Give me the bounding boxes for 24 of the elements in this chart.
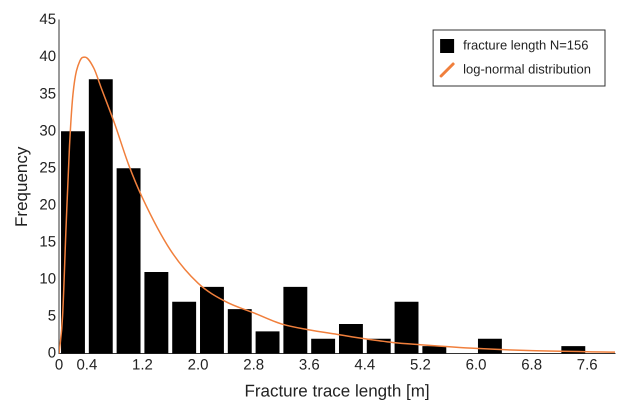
legend-label: fracture length N=156 <box>463 38 588 53</box>
y-tick-label: 35 <box>39 85 56 102</box>
y-tick-label: 15 <box>39 234 56 251</box>
y-tick-label: 5 <box>48 308 56 325</box>
y-tick-label: 30 <box>39 122 56 140</box>
x-tick-label: 7.6 <box>576 356 598 374</box>
y-tick-label: 10 <box>39 270 56 288</box>
x-tick-label: 6.8 <box>521 356 542 374</box>
y-tick-label: 0 <box>48 344 56 362</box>
y-tick-label: 25 <box>39 159 56 176</box>
x-tick-label: 2.8 <box>243 356 264 374</box>
y-tick-label: 20 <box>39 196 56 214</box>
y-tick-label: 40 <box>39 48 56 66</box>
x-tick-label: 2.0 <box>188 356 208 374</box>
y-axis-title: Frequency <box>12 146 31 227</box>
x-tick-label: 5.2 <box>410 356 431 374</box>
x-axis-title: Fracture trace length [m] <box>244 381 430 400</box>
x-tick-label: 6.0 <box>466 356 486 374</box>
y-tick-label: 45 <box>39 11 56 28</box>
x-tick-label: 1.2 <box>132 356 153 374</box>
x-tick-label: 4.4 <box>354 356 376 374</box>
x-tick-label: 0.4 <box>76 356 98 374</box>
x-tick-label: 3.6 <box>298 356 320 374</box>
legend-label: log-normal distribution <box>463 62 592 77</box>
